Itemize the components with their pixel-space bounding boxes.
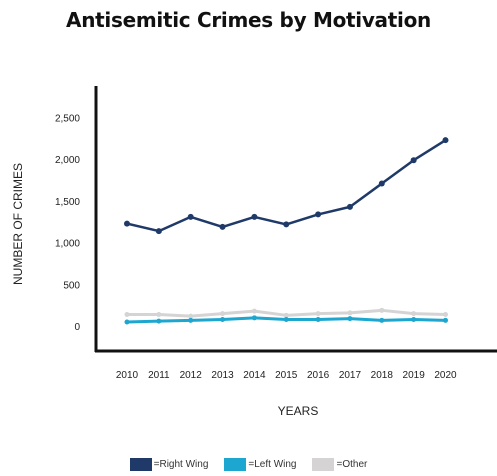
- chart-title: Antisemitic Crimes by Motivation: [66, 8, 431, 32]
- data-point-right-wing: [315, 211, 322, 218]
- data-point-other: [251, 308, 257, 314]
- legend-swatch: [224, 458, 247, 471]
- data-point-other: [379, 307, 385, 313]
- y-axis-title: NUMBER OF CRIMES: [11, 163, 25, 285]
- y-tick-label: 500: [63, 280, 80, 291]
- legend-swatch: [129, 458, 152, 471]
- x-tick-label: 2011: [148, 370, 170, 381]
- x-tick-label: 2019: [403, 370, 426, 381]
- legend-item-other: =Other: [312, 458, 367, 471]
- data-point-other: [315, 311, 321, 317]
- data-point-left-wing: [188, 317, 194, 323]
- y-tick-label: 2,500: [55, 114, 80, 125]
- data-point-other: [220, 311, 226, 317]
- legend: =Right Wing =Left Wing =Other: [0, 458, 497, 471]
- data-point-left-wing: [124, 319, 130, 325]
- data-point-right-wing: [124, 220, 130, 227]
- data-point-right-wing: [283, 221, 290, 228]
- legend-label: =Left Wing: [248, 459, 297, 470]
- y-tick-label: 1,000: [55, 239, 80, 250]
- data-point-right-wing: [219, 223, 226, 230]
- legend-item-left-wing: =Left Wing: [224, 458, 296, 471]
- data-point-other: [188, 313, 194, 319]
- x-tick-label: 2013: [211, 370, 234, 381]
- x-tick-label: 2018: [371, 370, 394, 381]
- data-point-other: [411, 311, 417, 317]
- legend-label: =Other: [336, 459, 368, 470]
- x-tick-label: 2020: [434, 370, 457, 381]
- series-line-right-wing: [126, 139, 447, 233]
- data-point-left-wing: [347, 316, 353, 322]
- data-point-left-wing: [379, 317, 385, 323]
- data-point-right-wing: [155, 228, 162, 235]
- data-point-right-wing: [410, 157, 417, 164]
- y-tick-label: 0: [74, 322, 80, 333]
- data-point-other: [283, 312, 289, 318]
- data-point-left-wing: [411, 316, 417, 322]
- data-point-left-wing: [156, 318, 162, 324]
- data-point-left-wing: [251, 315, 257, 321]
- data-point-right-wing: [378, 180, 385, 187]
- legend-item-right-wing: =Right Wing: [129, 458, 209, 471]
- data-point-other: [156, 311, 162, 317]
- data-point-right-wing: [442, 137, 449, 144]
- data-point-left-wing: [443, 317, 448, 323]
- y-tick-label: 1,500: [55, 197, 80, 208]
- x-tick-label: 2014: [243, 370, 266, 381]
- data-point-right-wing: [346, 203, 353, 210]
- y-tick-label: 2,000: [55, 155, 80, 166]
- data-point-right-wing: [187, 213, 194, 220]
- data-point-other: [443, 311, 448, 317]
- data-point-other: [124, 311, 130, 317]
- legend-swatch: [312, 458, 335, 471]
- data-point-right-wing: [251, 213, 258, 220]
- x-tick-label: 2016: [307, 370, 330, 381]
- data-point-other: [347, 310, 353, 316]
- x-tick-label: 2015: [275, 370, 298, 381]
- x-tick-label: 2010: [116, 370, 139, 381]
- legend-label: =Right Wing: [153, 459, 209, 470]
- x-tick-label: 2012: [180, 370, 203, 381]
- data-point-left-wing: [220, 316, 226, 322]
- data-point-left-wing: [315, 316, 321, 322]
- x-axis-title: YEARS: [278, 404, 319, 418]
- data-point-left-wing: [283, 316, 289, 322]
- x-tick-label: 2017: [339, 370, 362, 381]
